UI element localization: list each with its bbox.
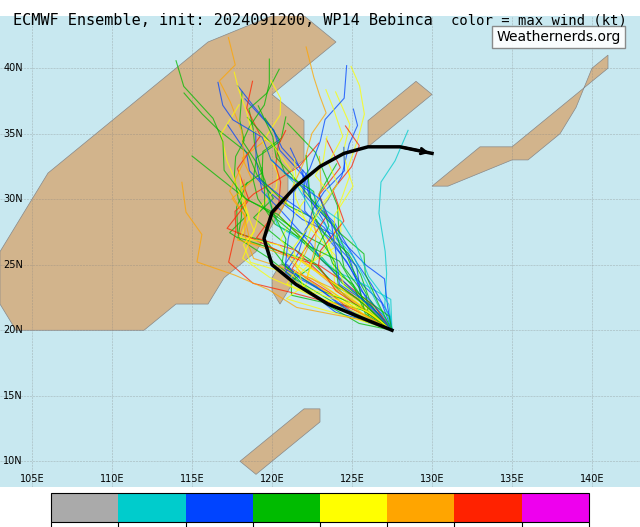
Text: 135E: 135E [500,474,524,484]
Text: 30N: 30N [3,194,23,204]
Text: 140E: 140E [580,474,604,484]
Text: 110E: 110E [100,474,124,484]
Text: color = max wind (kt): color = max wind (kt) [451,13,627,27]
Text: 15N: 15N [3,391,23,401]
Text: 105E: 105E [20,474,44,484]
Polygon shape [272,265,296,304]
Polygon shape [432,55,608,186]
Polygon shape [368,81,432,147]
Text: 125E: 125E [340,474,364,484]
Text: 115E: 115E [180,474,204,484]
Text: Weathernerds.org: Weathernerds.org [497,30,621,44]
Text: 130E: 130E [420,474,444,484]
Text: 35N: 35N [3,129,23,139]
Polygon shape [240,409,320,474]
Text: 25N: 25N [3,260,23,270]
Text: ECMWF Ensemble, init: 2024091200, WP14 Bebinca: ECMWF Ensemble, init: 2024091200, WP14 B… [13,13,433,28]
Text: 20N: 20N [3,325,23,335]
Text: 40N: 40N [3,63,23,73]
Text: 10N: 10N [3,456,23,466]
Polygon shape [0,16,336,330]
Text: 120E: 120E [260,474,284,484]
